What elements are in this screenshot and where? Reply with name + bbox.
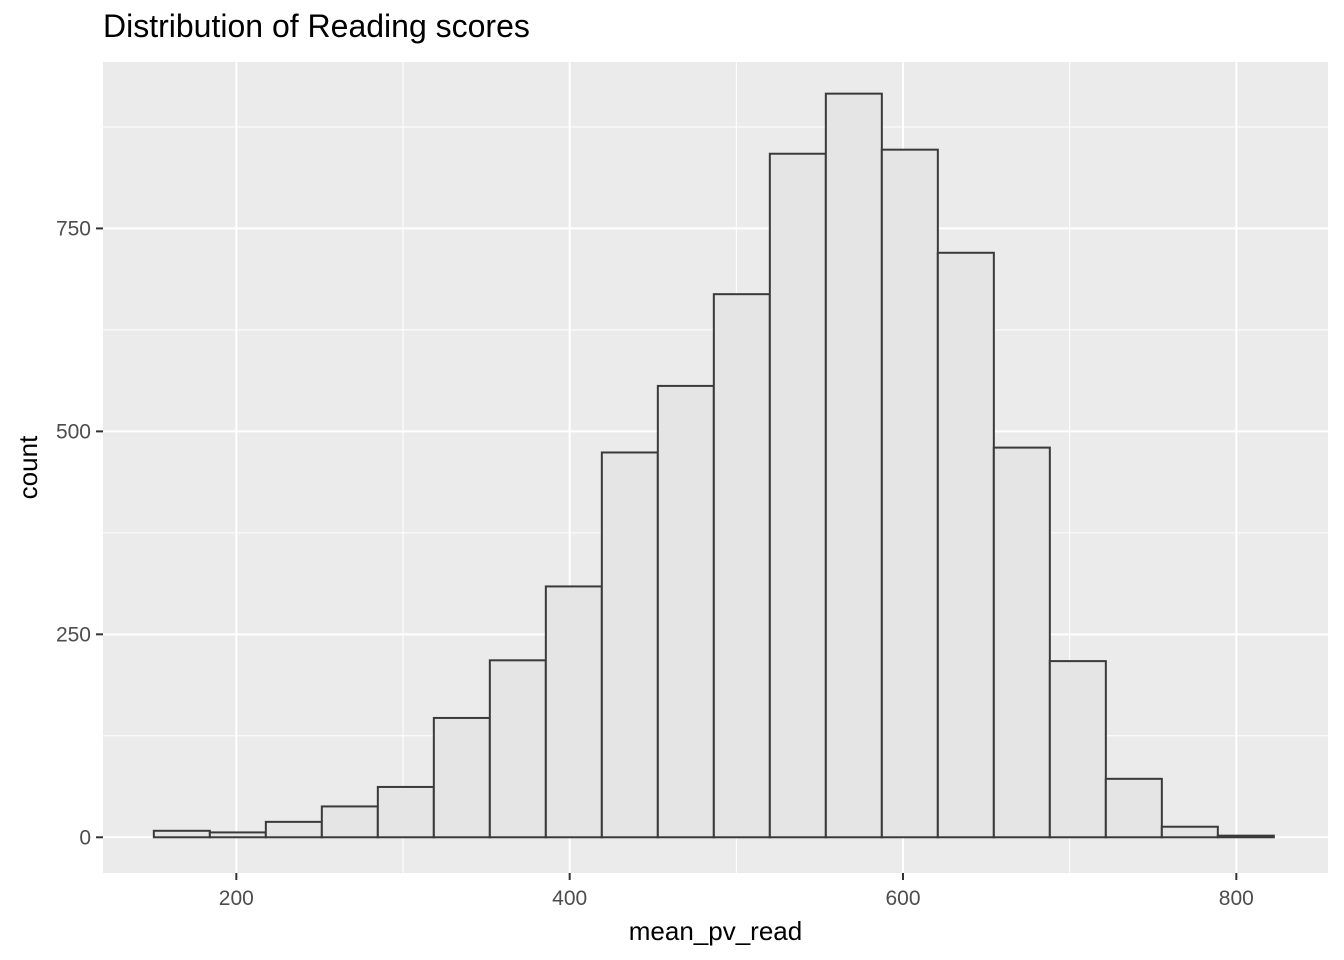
- chart-title: Distribution of Reading scores: [103, 8, 530, 44]
- histogram-bar: [544, 585, 603, 839]
- x-tick-label: 600: [885, 887, 920, 910]
- histogram-bars: [152, 92, 1275, 839]
- histogram-bar: [208, 831, 267, 839]
- y-tick-label: 500: [56, 420, 91, 443]
- y-axis: 0 250 500 750: [56, 217, 103, 849]
- y-axis-title: count: [13, 435, 43, 499]
- histogram-bar: [600, 451, 659, 839]
- histogram-bar: [264, 820, 323, 839]
- histogram-bar: [880, 148, 939, 839]
- y-tick-label: 750: [56, 217, 91, 240]
- histogram-bar: [712, 293, 771, 839]
- histogram-bar: [768, 152, 827, 839]
- histogram-bar: [1104, 777, 1163, 839]
- histogram-bar: [320, 805, 379, 839]
- histogram-bar: [376, 785, 435, 839]
- y-tick-label: 0: [79, 826, 91, 849]
- histogram-bar: [824, 92, 883, 839]
- histogram-bar: [432, 716, 491, 839]
- histogram-bar: [1160, 825, 1219, 839]
- histogram-bar: [656, 384, 715, 839]
- histogram-bar: [1048, 660, 1107, 839]
- x-tick-label: 800: [1219, 887, 1254, 910]
- x-axis-title: mean_pv_read: [629, 916, 802, 946]
- histogram-bar: [152, 829, 211, 839]
- y-tick-label: 250: [56, 623, 91, 646]
- histogram-bar: [488, 659, 547, 839]
- x-tick-label: 200: [219, 887, 254, 910]
- x-axis: 200 400 600 800: [219, 873, 1254, 910]
- histogram-bar: [936, 251, 995, 839]
- x-tick-label: 400: [552, 887, 587, 910]
- histogram-bar: [992, 446, 1051, 839]
- histogram-bar: [1216, 834, 1275, 839]
